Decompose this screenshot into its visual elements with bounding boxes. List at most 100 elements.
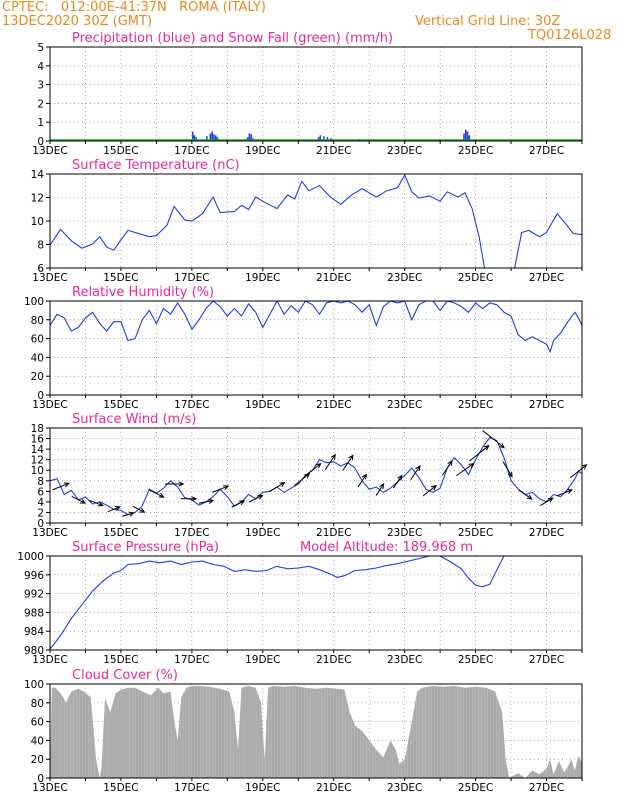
panel-4: 980 984 988 992 996 1000 13DEC 15DEC 17DEC 19DEC 2… (17, 540, 583, 666)
panel-frame (49, 300, 583, 396)
grid-line-note: Vertical Grid Line: 30Z (415, 14, 561, 29)
precip-bar (317, 137, 320, 141)
wind-arrow-head (315, 462, 322, 469)
x-tick-label: 21DEC (316, 145, 351, 157)
x-tick-label: 27DEC (529, 399, 564, 411)
x-tick-label: 27DEC (529, 527, 564, 539)
y-tick-label: 8 (37, 476, 44, 488)
wind-arrow-head (483, 444, 490, 451)
precip-bar (213, 134, 215, 141)
wind-arrow-head (526, 494, 533, 500)
y-tick-label: 6 (37, 486, 44, 498)
y-tick-label: 100 (24, 679, 44, 691)
x-tick-label: 25DEC (458, 399, 493, 411)
y-tick-label: 10 (31, 465, 44, 477)
wind-arrow (422, 485, 437, 497)
precip-bar (246, 137, 249, 141)
series-line (439, 556, 505, 588)
precip-bar (195, 137, 198, 141)
wind-arrow-head (223, 485, 230, 491)
wind-arrow (198, 499, 214, 504)
x-tick-label: 13DEC (32, 654, 67, 666)
x-tick-label: 15DEC (103, 782, 138, 794)
x-tick-label: 15DEC (103, 145, 138, 157)
wind-arrow-head (447, 459, 453, 466)
panel-subtitle: Model Altitude: 189.968 m (300, 540, 473, 555)
x-tick-label: 19DEC (245, 654, 280, 666)
y-tick-label: 6 (37, 263, 44, 275)
x-tick-label: 23DEC (387, 782, 422, 794)
y-tick-label: 0 (37, 390, 44, 402)
wind-arrow (107, 506, 120, 513)
panel-frame (49, 427, 583, 524)
panel-title: Surface Temperature (nC) (72, 158, 240, 173)
wind-arrow-head (361, 473, 367, 480)
precip-bar (209, 133, 212, 141)
wind-arrow (303, 463, 321, 478)
y-tick-label: 60 (31, 334, 44, 346)
series-line (514, 212, 582, 268)
wind-arrow (342, 455, 354, 471)
wind-arrow-head (431, 484, 437, 491)
x-tick-label: 19DEC (245, 399, 280, 411)
y-tick-label: 0 (37, 518, 44, 530)
wind-arrow-head (158, 492, 165, 498)
x-tick-label: 19DEC (245, 782, 280, 794)
wind-arrow (540, 497, 553, 507)
y-tick-label: 4 (37, 61, 44, 73)
wind-arrow (71, 496, 86, 504)
x-tick-label: 27DEC (529, 654, 564, 666)
y-tick-label: 20 (31, 371, 44, 383)
panel-title: Relative Humidity (%) (72, 285, 214, 300)
x-tick-label: 19DEC (245, 527, 280, 539)
x-tick-label: 25DEC (458, 145, 493, 157)
wind-arrow-head (191, 496, 197, 502)
wind-arrow (212, 485, 229, 493)
precip-bar (191, 131, 194, 141)
x-tick-label: 17DEC (174, 145, 209, 157)
y-tick-label: 40 (31, 352, 44, 364)
precip-bar (248, 133, 251, 141)
y-tick-label: 0 (37, 773, 44, 785)
x-tick-label: 17DEC (174, 399, 209, 411)
y-tick-label: 40 (31, 735, 44, 747)
x-tick-label: 19DEC (245, 272, 280, 284)
x-tick-label: 21DEC (316, 399, 351, 411)
panel-title: Surface Pressure (hPa) (72, 540, 219, 555)
y-tick-label: 5 (37, 42, 44, 54)
wind-arrow (456, 463, 474, 477)
x-tick-label: 17DEC (174, 782, 209, 794)
wind-arrow-head (139, 507, 146, 513)
wind-arrow-head (507, 471, 513, 478)
run-time-label: 13DEC2020 30Z (GMT) (2, 14, 153, 29)
x-tick-label: 27DEC (529, 782, 564, 794)
wind-arrow-head (397, 474, 403, 481)
wind-arrow-head (468, 462, 475, 469)
x-tick-label: 21DEC (316, 527, 351, 539)
y-tick-label: 20 (31, 754, 44, 766)
y-tick-label: 14 (31, 169, 45, 181)
x-tick-label: 13DEC (32, 782, 67, 794)
wind-arrow-head (114, 506, 121, 511)
wind-arrow-head (304, 473, 311, 479)
x-tick-label: 23DEC (387, 272, 422, 284)
x-tick-label: 27DEC (529, 145, 564, 157)
series-line (50, 174, 486, 268)
wind-arrow (469, 445, 490, 462)
wind-arrow-head (566, 489, 573, 494)
x-tick-label: 23DEC (387, 527, 422, 539)
x-tick-label: 17DEC (174, 527, 209, 539)
panel-frame (49, 173, 583, 269)
panel-title: Precipitation (blue) and Snow Fall (gree… (72, 31, 393, 46)
panel-5: 0 20 40 60 80 100 13DEC 15DEC 17DEC 19DEC 21DEC 23D… (24, 668, 583, 794)
precip-bar (319, 135, 322, 141)
x-tick-label: 15DEC (103, 527, 138, 539)
x-tick-label: 23DEC (387, 145, 422, 157)
y-tick-label: 18 (31, 423, 44, 435)
wind-arrow (52, 482, 69, 491)
x-tick-label: 17DEC (174, 654, 209, 666)
product-code: TQ0126L028 (528, 28, 612, 43)
x-tick-label: 15DEC (103, 654, 138, 666)
